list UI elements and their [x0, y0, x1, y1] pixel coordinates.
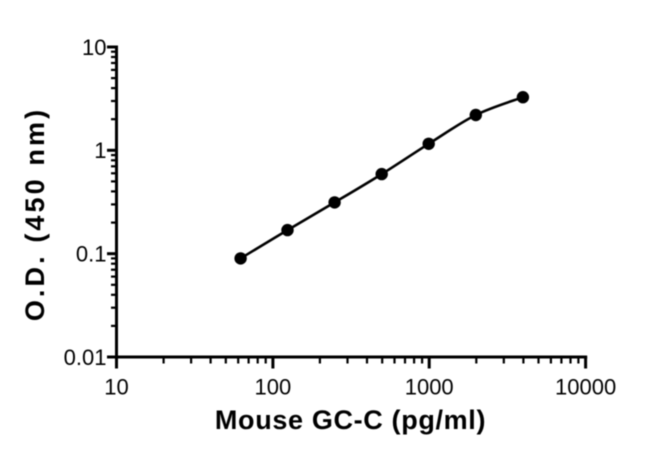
svg-text:100: 100	[255, 375, 292, 400]
svg-text:0.01: 0.01	[64, 345, 107, 370]
svg-text:10: 10	[104, 375, 128, 400]
svg-text:10: 10	[82, 35, 106, 60]
svg-text:1: 1	[94, 138, 106, 163]
svg-text:10000: 10000	[555, 375, 616, 400]
svg-text:Mouse GC-C (pg/ml): Mouse GC-C (pg/ml)	[215, 405, 486, 435]
svg-text:O.D. (450 nm): O.D. (450 nm)	[20, 107, 50, 321]
svg-text:0.1: 0.1	[76, 242, 107, 267]
svg-text:1000: 1000	[405, 375, 454, 400]
